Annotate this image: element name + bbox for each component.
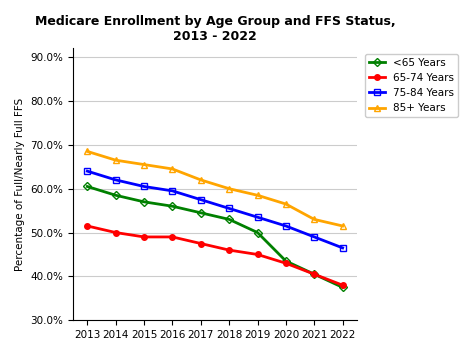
Legend: <65 Years, 65-74 Years, 75-84 Years, 85+ Years: <65 Years, 65-74 Years, 75-84 Years, 85+… — [365, 54, 458, 118]
75-84 Years — [255, 215, 260, 219]
75-84 Years — [141, 184, 147, 189]
<65 Years — [141, 200, 147, 204]
<65 Years — [255, 230, 260, 235]
85+ Years — [283, 202, 289, 206]
Line: 75-84 Years: 75-84 Years — [84, 168, 346, 251]
65-74 Years — [283, 261, 289, 266]
65-74 Years — [141, 235, 147, 239]
85+ Years — [255, 193, 260, 197]
85+ Years — [141, 163, 147, 167]
65-74 Years — [113, 230, 118, 235]
65-74 Years — [198, 241, 204, 246]
<65 Years — [226, 217, 232, 222]
75-84 Years — [113, 178, 118, 182]
<65 Years — [283, 259, 289, 263]
75-84 Years — [84, 169, 90, 173]
65-74 Years — [84, 224, 90, 228]
75-84 Years — [198, 197, 204, 202]
85+ Years — [340, 224, 346, 228]
85+ Years — [198, 178, 204, 182]
85+ Years — [311, 217, 317, 222]
Line: 65-74 Years: 65-74 Years — [84, 223, 346, 288]
85+ Years — [226, 187, 232, 191]
85+ Years — [170, 167, 175, 171]
Y-axis label: Percentage of Full/Nearly Full FFS: Percentage of Full/Nearly Full FFS — [15, 98, 25, 271]
65-74 Years — [170, 235, 175, 239]
Line: <65 Years: <65 Years — [84, 184, 346, 290]
65-74 Years — [340, 283, 346, 287]
<65 Years — [340, 285, 346, 290]
75-84 Years — [340, 246, 346, 250]
<65 Years — [311, 272, 317, 276]
65-74 Years — [311, 272, 317, 276]
65-74 Years — [255, 252, 260, 257]
Line: 85+ Years: 85+ Years — [84, 149, 346, 229]
<65 Years — [84, 184, 90, 189]
75-84 Years — [311, 235, 317, 239]
85+ Years — [84, 149, 90, 154]
<65 Years — [198, 211, 204, 215]
75-84 Years — [283, 224, 289, 228]
<65 Years — [170, 204, 175, 208]
75-84 Years — [226, 206, 232, 211]
Title: Medicare Enrollment by Age Group and FFS Status,
2013 - 2022: Medicare Enrollment by Age Group and FFS… — [35, 15, 395, 43]
65-74 Years — [226, 248, 232, 252]
75-84 Years — [170, 189, 175, 193]
85+ Years — [113, 158, 118, 162]
<65 Years — [113, 193, 118, 197]
